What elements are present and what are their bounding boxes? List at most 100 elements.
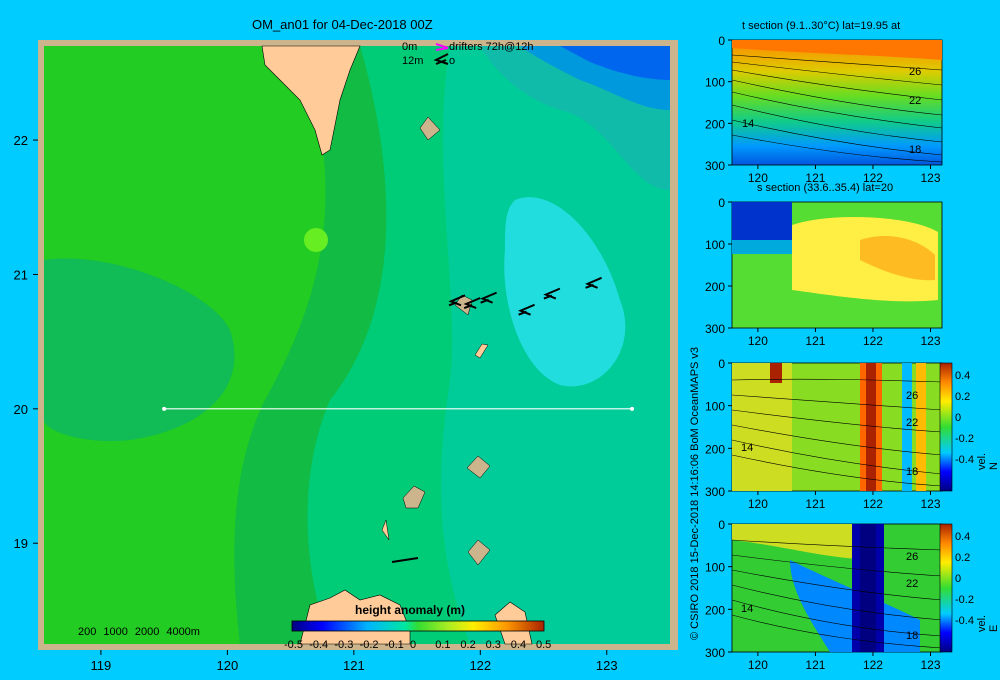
x-tick-label: 122 (469, 658, 491, 673)
section-y-tick-label: 200 (705, 280, 725, 294)
vel-n-colorbar (939, 362, 953, 492)
section-endpoint (630, 406, 635, 411)
y-tick-label: 21 (14, 267, 28, 282)
colorbar-tick: 0.2 (955, 552, 971, 564)
colorbar-tick: 0.4 (955, 531, 971, 543)
section-y-tick-label: 100 (705, 561, 725, 575)
depth-scale-item: 2000 (134, 626, 160, 638)
section-y-tick-label: 300 (705, 485, 725, 499)
section-y-tick-label: 300 (705, 646, 725, 660)
credit-text: © CSIRO 2018 15-Dec-2018 14:16:06 BoM Oc… (689, 346, 701, 640)
section-y-tick-label: 100 (705, 238, 725, 252)
depth-scale-item: 200 (78, 626, 97, 638)
contour-label: 22 (906, 578, 919, 590)
section-y-tick-label: 200 (705, 117, 725, 131)
section-panels: 120 121 122 123 0 100 200 300 120 121 122 123 0 100 20… (705, 34, 953, 672)
section-x-tick-label: 120 (748, 171, 768, 185)
section-x-tick-label: 121 (805, 497, 825, 511)
legend-depth-12m: 12m (402, 55, 424, 67)
colorbar-tick: 0.4 (510, 639, 527, 651)
colorbar-tick: 0.5 (536, 639, 552, 651)
section-x-tick-label: 121 (805, 658, 825, 672)
drifter-track (391, 557, 419, 563)
vel-n-section-panel (731, 362, 953, 492)
colorbar-tick: -0.2 (955, 594, 974, 606)
section-y-tick-label: 100 (705, 400, 725, 414)
island (381, 519, 390, 541)
section-y-tick-label: 0 (718, 34, 725, 48)
colorbar-tick: -0.5 (284, 639, 303, 651)
section-x-tick-label: 122 (863, 497, 883, 511)
colorbar-tick: -0.4 (955, 615, 974, 627)
field-bright-spot (304, 228, 328, 252)
colorbar-tick: -0.1 (384, 639, 404, 651)
depth-scale-item: 1000 (103, 626, 128, 638)
colorbar-tick: -0.3 (334, 639, 354, 651)
section-y-tick-label: 0 (718, 196, 725, 210)
map-title: OM_an01 for 04-Dec-2018 00Z (252, 17, 433, 32)
section-y-tick-label: 200 (705, 442, 725, 456)
x-tick-label: 120 (217, 658, 239, 673)
section-y-tick-label: 100 (705, 76, 725, 90)
contour-label: 14 (741, 442, 754, 454)
drifter-arrow (584, 276, 602, 289)
legend-symbol: o (449, 55, 456, 67)
colorbar-tick: -0.4 (955, 454, 974, 466)
t-section-panel (731, 39, 943, 166)
colorbar-tick: 0 (955, 412, 962, 424)
section-x-tick-label: 123 (920, 497, 940, 511)
section-x-tick-label: 122 (863, 171, 883, 185)
y-tick-label: 20 (14, 402, 28, 417)
y-tick-label: 19 (14, 536, 28, 551)
contour-label: 18 (906, 630, 919, 642)
section-x-tick-label: 123 (920, 334, 940, 348)
island (419, 116, 441, 141)
colorbar-ticks: -0.5 -0.4 -0.3 -0.2 -0.1 0 0.1 0.2 0.3 0.4 0.5 (280, 639, 556, 653)
section-x-tick-label: 120 (748, 658, 768, 672)
section-x-tick-label: 121 (805, 171, 825, 185)
legend-depth-0m: 0m (402, 41, 418, 53)
colorbar-tick: 0.2 (955, 391, 971, 403)
contour-label: 18 (906, 466, 919, 478)
section-x-tick-label: 122 (863, 334, 883, 348)
depth-scale: 200 1000 2000 4000m (78, 626, 200, 638)
contour-label: 26 (909, 66, 922, 78)
y-tick-label: 22 (14, 133, 28, 148)
colorbar-tick: 0.2 (460, 639, 476, 651)
colorbar-tick: 0.4 (955, 370, 971, 382)
contour-label: 26 (906, 551, 919, 563)
island (474, 343, 489, 359)
contour-label: 22 (906, 417, 919, 429)
vel-n-colorbar-label: vel. N (m/s) (976, 452, 1000, 470)
vel-e-colorbar-ticks: 0.4 0.2 0 -0.2 -0.4 (955, 527, 974, 632)
vel-e-colorbar (939, 523, 953, 653)
contour-label: 14 (741, 603, 754, 615)
x-tick-label: 119 (91, 658, 112, 673)
island (466, 455, 491, 479)
colorbar-tick: -0.2 (359, 639, 379, 651)
section-y-tick-label: 0 (718, 357, 725, 371)
section-y-tick-label: 300 (705, 159, 725, 173)
main-map: 119 120 121 122 123 19 20 21 22 (14, 40, 678, 673)
section-x-tick-label: 120 (748, 334, 768, 348)
vel-e-colorbar-label: vel. E (m/s) (976, 614, 1000, 632)
contour-label: 14 (742, 118, 755, 130)
colorbar-label: height anomaly (m) (355, 603, 466, 617)
t-section-title: t section (9.1..30°C) lat=19.95 at (742, 20, 901, 32)
colorbar-tick: 0 (955, 573, 962, 585)
contour-label: 22 (909, 95, 922, 107)
drifter-legend-0m-icon (435, 43, 449, 51)
contour-label: 18 (909, 144, 922, 156)
drifter-arrow (448, 294, 466, 307)
vel-n-colorbar-ticks: 0.4 0.2 0 -0.2 -0.4 (955, 366, 974, 471)
x-tick-label: 121 (343, 658, 365, 673)
section-x-tick-label: 123 (920, 171, 940, 185)
drifter-arrow (480, 291, 498, 304)
section-endpoint (162, 406, 167, 411)
field-left-lobe (44, 258, 235, 441)
vel-e-section-panel (731, 523, 953, 653)
colorbar-tick: 0 (410, 639, 417, 651)
field-blue-top3 (560, 46, 670, 80)
section-x-tick-label: 123 (920, 658, 940, 672)
drifter-arrow (543, 287, 561, 300)
